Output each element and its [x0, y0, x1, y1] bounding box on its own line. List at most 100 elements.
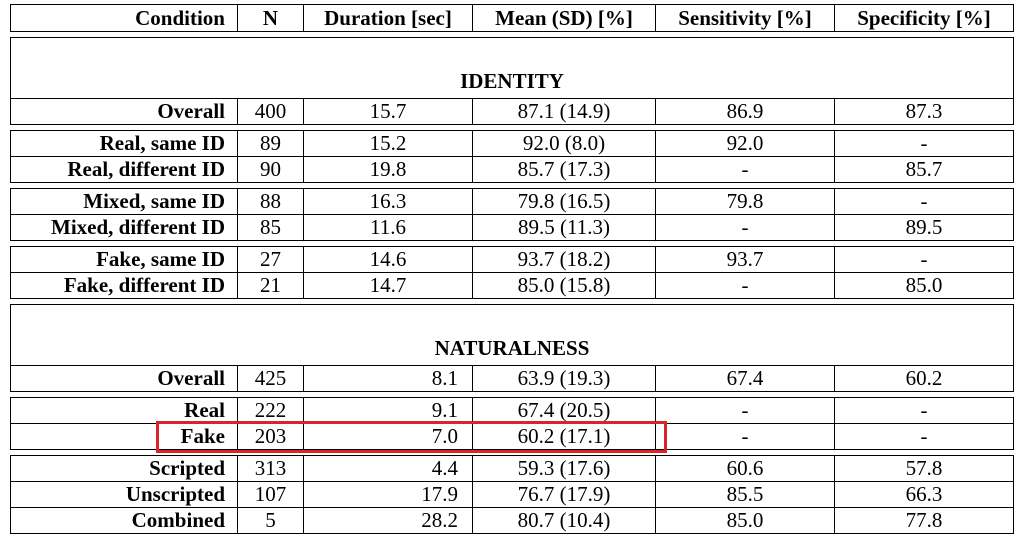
cell-specificity: 77.8: [834, 507, 1014, 534]
cell-n: 107: [237, 481, 304, 508]
table-row-highlighted: Fake 203 7.0 60.2 (17.1) - -: [10, 423, 1014, 450]
cell-condition: Fake, different ID: [10, 272, 238, 299]
cell-sensitivity: 92.0: [655, 130, 835, 157]
table-row: Scripted 313 4.4 59.3 (17.6) 60.6 57.8: [10, 455, 1014, 482]
table-row: Overall 400 15.7 87.1 (14.9) 86.9 87.3: [10, 98, 1014, 125]
cell-specificity: 89.5: [834, 214, 1014, 241]
header-condition: Condition: [10, 4, 238, 32]
cell-sensitivity: -: [655, 214, 835, 241]
cell-n: 400: [237, 98, 304, 125]
cell-mean-sd: 60.2 (17.1): [472, 423, 656, 450]
cell-duration: 28.2: [303, 507, 473, 534]
cell-condition: Unscripted: [10, 481, 238, 508]
cell-specificity: 60.2: [834, 365, 1014, 392]
table-row: Unscripted 107 17.9 76.7 (17.9) 85.5 66.…: [10, 481, 1014, 508]
cell-specificity: 57.8: [834, 455, 1014, 482]
cell-condition: Mixed, different ID: [10, 214, 238, 241]
cell-n: 27: [237, 246, 304, 273]
cell-mean-sd: 89.5 (11.3): [472, 214, 656, 241]
cell-sensitivity: -: [655, 272, 835, 299]
cell-condition: Overall: [10, 98, 238, 125]
cell-mean-sd: 59.3 (17.6): [472, 455, 656, 482]
cell-n: 85: [237, 214, 304, 241]
cell-specificity: -: [834, 246, 1014, 273]
cell-duration: 8.1: [303, 365, 473, 392]
table-row: Real, different ID 90 19.8 85.7 (17.3) -…: [10, 156, 1014, 183]
cell-sensitivity: 86.9: [655, 98, 835, 125]
cell-duration: 9.1: [303, 397, 473, 424]
cell-specificity: 87.3: [834, 98, 1014, 125]
header-row: Condition N Duration [sec] Mean (SD) [%]…: [10, 4, 1014, 32]
cell-sensitivity: 60.6: [655, 455, 835, 482]
cell-specificity: 85.0: [834, 272, 1014, 299]
table-row: Fake, different ID 21 14.7 85.0 (15.8) -…: [10, 272, 1014, 299]
cell-n: 5: [237, 507, 304, 534]
cell-mean-sd: 76.7 (17.9): [472, 481, 656, 508]
header-mean-sd: Mean (SD) [%]: [472, 4, 656, 32]
cell-n: 222: [237, 397, 304, 424]
cell-sensitivity: -: [655, 156, 835, 183]
cell-condition: Real, same ID: [10, 130, 238, 157]
cell-mean-sd: 80.7 (10.4): [472, 507, 656, 534]
cell-duration: 11.6: [303, 214, 473, 241]
cell-condition: Combined: [10, 507, 238, 534]
cell-condition: Real, different ID: [10, 156, 238, 183]
cell-mean-sd: 79.8 (16.5): [472, 188, 656, 215]
cell-duration: 7.0: [303, 423, 473, 450]
cell-specificity: 66.3: [834, 481, 1014, 508]
cell-duration: 16.3: [303, 188, 473, 215]
cell-sensitivity: 85.5: [655, 481, 835, 508]
cell-n: 425: [237, 365, 304, 392]
cell-specificity: -: [834, 188, 1014, 215]
header-duration: Duration [sec]: [303, 4, 473, 32]
cell-duration: 14.6: [303, 246, 473, 273]
header-sensitivity: Sensitivity [%]: [655, 4, 835, 32]
table-row: Real 222 9.1 67.4 (20.5) - -: [10, 397, 1014, 424]
cell-specificity: -: [834, 130, 1014, 157]
table-row: Combined 5 28.2 80.7 (10.4) 85.0 77.8: [10, 507, 1014, 534]
table-row: Overall 425 8.1 63.9 (19.3) 67.4 60.2: [10, 365, 1014, 392]
cell-sensitivity: 79.8: [655, 188, 835, 215]
cell-sensitivity: 85.0: [655, 507, 835, 534]
cell-specificity: -: [834, 423, 1014, 450]
table-row: Real, same ID 89 15.2 92.0 (8.0) 92.0 -: [10, 130, 1014, 157]
cell-specificity: -: [834, 397, 1014, 424]
cell-condition: Mixed, same ID: [10, 188, 238, 215]
cell-mean-sd: 92.0 (8.0): [472, 130, 656, 157]
cell-specificity: 85.7: [834, 156, 1014, 183]
cell-n: 89: [237, 130, 304, 157]
cell-condition: Overall: [10, 365, 238, 392]
section-identity: IDENTITY: [10, 37, 1014, 99]
cell-duration: 15.2: [303, 130, 473, 157]
table-row: Mixed, same ID 88 16.3 79.8 (16.5) 79.8 …: [10, 188, 1014, 215]
table-row: Fake, same ID 27 14.6 93.7 (18.2) 93.7 -: [10, 246, 1014, 273]
cell-mean-sd: 63.9 (19.3): [472, 365, 656, 392]
table-row: Mixed, different ID 85 11.6 89.5 (11.3) …: [10, 214, 1014, 241]
cell-condition: Scripted: [10, 455, 238, 482]
cell-mean-sd: 87.1 (14.9): [472, 98, 656, 125]
cell-sensitivity: 93.7: [655, 246, 835, 273]
cell-n: 203: [237, 423, 304, 450]
cell-mean-sd: 67.4 (20.5): [472, 397, 656, 424]
cell-sensitivity: -: [655, 397, 835, 424]
cell-sensitivity: -: [655, 423, 835, 450]
cell-duration: 15.7: [303, 98, 473, 125]
cell-condition: Real: [10, 397, 238, 424]
cell-mean-sd: 85.7 (17.3): [472, 156, 656, 183]
cell-duration: 14.7: [303, 272, 473, 299]
results-table: Condition N Duration [sec] Mean (SD) [%]…: [10, 4, 1014, 534]
cell-n: 90: [237, 156, 304, 183]
cell-condition: Fake, same ID: [10, 246, 238, 273]
cell-duration: 19.8: [303, 156, 473, 183]
cell-mean-sd: 85.0 (15.8): [472, 272, 656, 299]
header-specificity: Specificity [%]: [834, 4, 1014, 32]
header-n: N: [237, 4, 304, 32]
cell-duration: 4.4: [303, 455, 473, 482]
cell-mean-sd: 93.7 (18.2): [472, 246, 656, 273]
section-naturalness: NATURALNESS: [10, 304, 1014, 366]
cell-duration: 17.9: [303, 481, 473, 508]
cell-n: 313: [237, 455, 304, 482]
cell-n: 21: [237, 272, 304, 299]
cell-condition: Fake: [10, 423, 238, 450]
cell-sensitivity: 67.4: [655, 365, 835, 392]
